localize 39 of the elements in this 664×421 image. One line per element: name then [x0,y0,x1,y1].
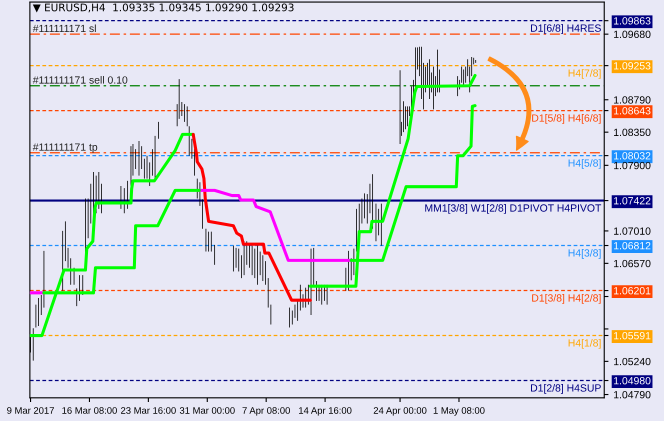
ref-line-label: D1[6/8] H4RES [531,24,601,34]
ref-line-label: H4[7/8] [568,69,601,79]
x-tick-label: 31 Mar 00:00 [180,407,235,414]
x-tick-label: 1 May 08:00 [434,407,485,416]
y-tick-label: 1.04980 [614,377,651,384]
x-tick-label: 24 Apr 00:00 [374,407,426,416]
x-tick-label: 7 Apr 08:00 [242,407,290,416]
ref-line-label: H4[5/8] [568,159,601,169]
x-tick-label: 14 Apr 16:00 [299,407,352,416]
ref-line-label: #111111171 sl [32,24,96,32]
x-tick-label: 9 Mar 2017 [7,407,54,414]
y-tick-label: 1.05591 [614,332,650,340]
y-tick-label: 1.04790 [614,391,651,398]
y-tick-label: 1.09680 [614,30,651,38]
y-tick-label: 1.06570 [614,260,651,268]
ref-line-label: D1[3/8] H4[2/8] [532,294,601,304]
ref-line-label: MM1[3/8] W1[2/8] D1PIVOT H4PIVOT [425,204,602,214]
y-tick-label: 1.09863 [614,17,650,25]
y-tick-label: 1.08032 [614,152,650,160]
x-tick-label: 23 Mar 16:00 [121,407,176,414]
ref-line-label: H4[1/8] [568,338,601,349]
line-series [192,132,312,302]
x-tick-label: 16 Mar 08:00 [62,407,117,414]
ref-line-label: H4[3/8] [568,248,601,259]
y-tick-label: 1.08350 [614,128,651,136]
y-tick-label: 1.07010 [614,227,651,235]
y-tick-label: 1.07422 [614,197,650,204]
y-tick-label: 1.06201 [614,287,650,294]
ref-line-label: D1[2/8] H4SUP [531,384,601,394]
y-tick-label: 1.05240 [614,358,651,366]
ref-line-label: D1[5/8] H4[6/8] [532,114,601,124]
ref-line-label: #111111171 sell 0.10 [32,76,128,84]
chart-title: ▼ EURUSD,H4 1.09335 1.09345 1.09290 1.09293 [32,3,294,12]
ref-line-label: #111111171 tp [32,143,98,153]
y-tick-label: 1.07900 [614,162,651,170]
y-tick-label: 1.06812 [614,242,650,250]
y-tick-label: 1.08643 [614,107,650,114]
y-tick-label: 1.08790 [614,96,651,104]
y-tick-label: 1.09253 [614,62,650,70]
